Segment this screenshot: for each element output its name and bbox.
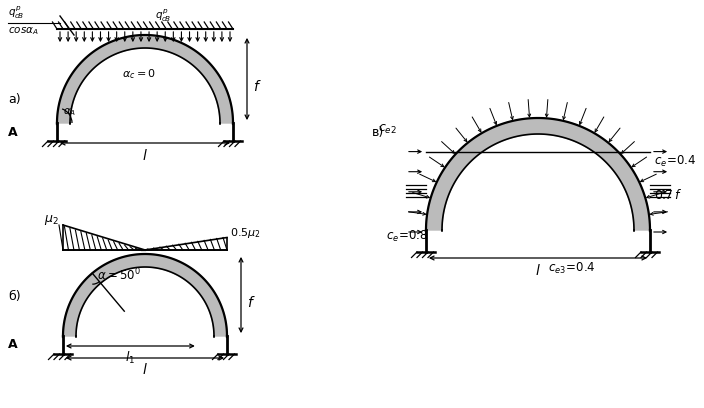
Text: в): в) <box>372 126 384 139</box>
Text: $\alpha_A$: $\alpha_A$ <box>63 106 76 118</box>
Text: $cos\alpha_A$: $cos\alpha_A$ <box>8 25 39 37</box>
Text: а): а) <box>8 93 20 106</box>
Text: $l$: $l$ <box>142 362 148 377</box>
Text: $0.5\mu_2$: $0.5\mu_2$ <box>230 226 261 239</box>
Text: $q^p_{c\!B}$: $q^p_{c\!B}$ <box>8 4 24 21</box>
Text: $c_{e3}\!=\!0.4$: $c_{e3}\!=\!0.4$ <box>548 261 596 276</box>
Text: $l$: $l$ <box>535 263 541 278</box>
Text: $l_1$: $l_1$ <box>125 350 135 366</box>
Text: $c_e\!=\!0.4$: $c_e\!=\!0.4$ <box>654 154 696 169</box>
Text: $l$: $l$ <box>142 148 148 163</box>
Text: $c_{e2}$: $c_{e2}$ <box>378 122 397 135</box>
Text: $\mu_2$: $\mu_2$ <box>44 213 59 227</box>
Text: $f$: $f$ <box>246 295 256 310</box>
Text: $c_e\!=\!0.8$: $c_e\!=\!0.8$ <box>386 229 428 244</box>
Text: $q^p_{c\!B}$: $q^p_{c\!B}$ <box>155 7 171 24</box>
Text: A: A <box>8 338 18 351</box>
Text: б): б) <box>8 290 20 303</box>
Text: $\alpha=50^0$: $\alpha=50^0$ <box>97 266 142 283</box>
Text: $\alpha_c=0$: $\alpha_c=0$ <box>122 67 156 81</box>
Polygon shape <box>63 254 227 336</box>
Text: $0.7\,f$: $0.7\,f$ <box>654 188 683 202</box>
Polygon shape <box>57 35 233 123</box>
Text: A: A <box>8 126 18 139</box>
Polygon shape <box>426 118 650 230</box>
Text: $f$: $f$ <box>253 79 261 94</box>
